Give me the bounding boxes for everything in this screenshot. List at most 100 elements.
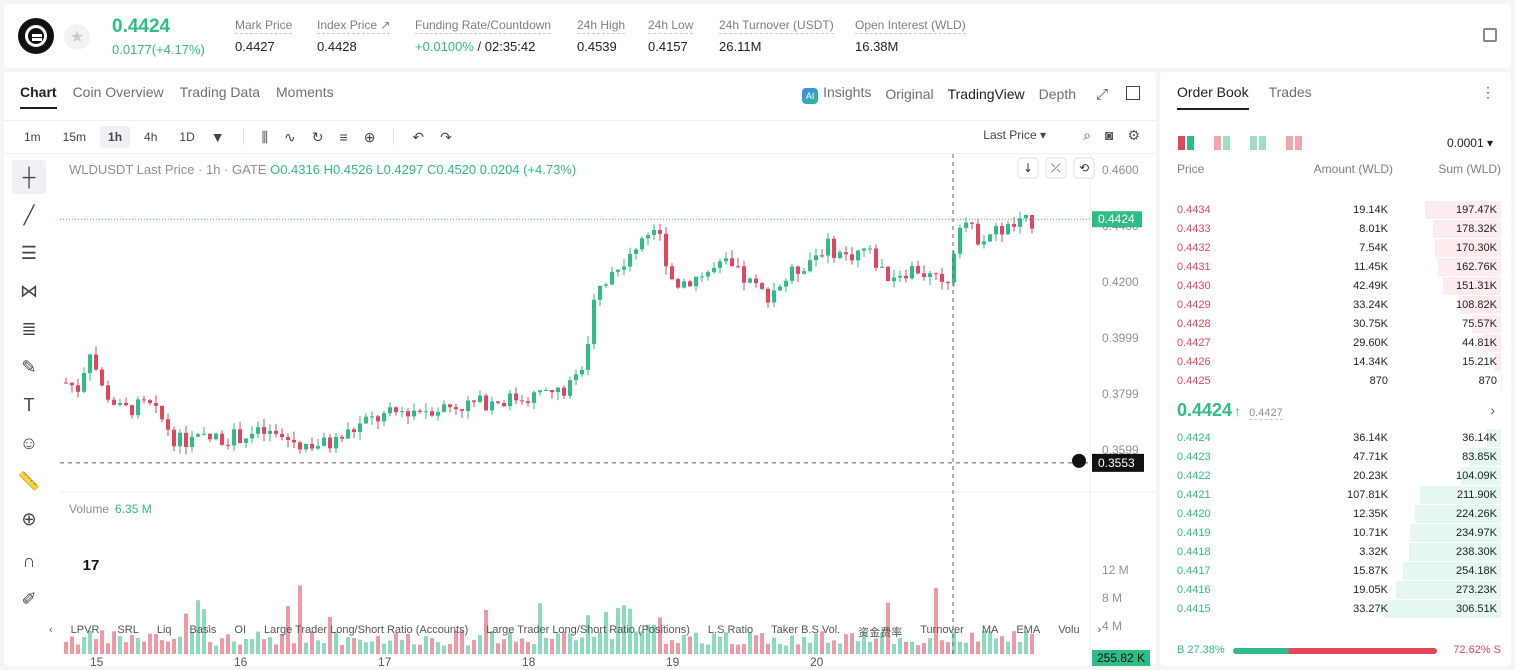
redo-icon[interactable]: ↷	[440, 128, 452, 145]
indicator-item[interactable]: SRL	[117, 624, 139, 636]
camera-icon[interactable]: ◙	[1104, 127, 1114, 143]
chevron-right-icon[interactable]: ›	[1490, 402, 1495, 418]
row-amount: 14.34K	[1353, 356, 1388, 368]
candle-type-icon[interactable]: ⫼	[261, 128, 269, 145]
ask-row[interactable]: 0.4434 19.14K 197.47K	[1160, 201, 1511, 220]
tab-moments[interactable]: Moments	[276, 84, 334, 100]
indicator-item[interactable]: LPVR	[70, 624, 100, 636]
indicator-item[interactable]: Turnover	[920, 624, 964, 636]
interval-4h[interactable]: 4h	[144, 130, 158, 144]
indicator-item[interactable]: OI	[234, 624, 247, 636]
chart-control-button[interactable]	[1045, 157, 1067, 179]
bid-row[interactable]: 0.4415 33.27K 306.51K	[1160, 600, 1511, 619]
bid-row[interactable]: 0.4421 107.81K 211.90K	[1160, 486, 1511, 505]
indicator-item[interactable]: Volu	[1058, 624, 1080, 636]
interval-dropdown-icon[interactable]: ▼	[210, 129, 225, 145]
indicator-item[interactable]: L.S Ratio	[707, 624, 754, 636]
indicator-item[interactable]: EMA	[1016, 624, 1041, 636]
notes-icon[interactable]	[1483, 28, 1497, 42]
ruler-icon[interactable]: 📏	[17, 470, 41, 491]
ask-row[interactable]: 0.4428 30.75K 75.57K	[1160, 315, 1511, 334]
bid-row[interactable]: 0.4419 10.71K 234.97K	[1160, 524, 1511, 543]
layout-both-icon[interactable]	[1178, 136, 1194, 150]
candle-body	[754, 278, 758, 284]
ask-row[interactable]: 0.4431 11.45K 162.76K	[1160, 258, 1511, 277]
interval-1h[interactable]: 1h	[100, 126, 131, 148]
interval-15m[interactable]: 15m	[62, 130, 87, 144]
row-amount: 3.32K	[1359, 546, 1388, 558]
bid-row[interactable]: 0.4416 19.05K 273.23K	[1160, 581, 1511, 600]
tab-chart[interactable]: Chart	[20, 84, 57, 109]
depth-bar	[1438, 258, 1501, 276]
add-indicator-icon[interactable]: ⊕	[363, 128, 376, 145]
magnet-icon[interactable]: ∩	[22, 550, 36, 571]
pattern-icon[interactable]: ⋈	[20, 280, 38, 301]
bid-row[interactable]: 0.4418 3.32K 238.30K	[1160, 543, 1511, 562]
indicator-item[interactable]: Basis	[189, 624, 217, 636]
layout-split-icon[interactable]	[1214, 136, 1230, 150]
chart-control-button[interactable]	[1017, 157, 1039, 179]
layout-bids-icon[interactable]	[1250, 136, 1266, 150]
ask-row[interactable]: 0.4430 42.49K 151.31K	[1160, 277, 1511, 296]
indicator-item[interactable]: Taker B.S Vol.	[771, 624, 841, 636]
price-source-select[interactable]: Last Price ▾	[983, 128, 1046, 142]
ask-row[interactable]: 0.4425 870 870	[1160, 372, 1511, 391]
candle-body	[196, 434, 200, 437]
ask-row[interactable]: 0.4429 33.24K 108.82K	[1160, 296, 1511, 315]
bid-row[interactable]: 0.4424 36.14K 36.14K	[1160, 429, 1511, 448]
bid-row[interactable]: 0.4422 20.23K 104.09K	[1160, 467, 1511, 486]
ask-row[interactable]: 0.4427 29.60K 44.81K	[1160, 334, 1511, 353]
add-alert-icon[interactable]	[1072, 453, 1086, 468]
collapse-icon[interactable]: ‹	[49, 624, 53, 636]
bid-row[interactable]: 0.4420 12.35K 224.26K	[1160, 505, 1511, 524]
scroll-right-icon[interactable]: ›	[1097, 624, 1102, 636]
brush-icon[interactable]: ✎	[21, 356, 37, 377]
precision-select[interactable]: 0.0001 ▾	[1446, 136, 1493, 150]
tab-order-book[interactable]: Order Book	[1177, 84, 1249, 110]
zoom-icon[interactable]: ⊕	[21, 508, 37, 529]
tab-original[interactable]: Original	[885, 86, 934, 102]
fib-icon[interactable]: ≣	[21, 318, 37, 339]
favorite-star-icon[interactable]: ★	[64, 24, 90, 50]
chart-control-button[interactable]	[1073, 157, 1095, 179]
emoji-icon[interactable]: ☺	[19, 432, 39, 453]
depth-bar	[1425, 201, 1501, 219]
ask-row[interactable]: 0.4432 7.54K 170.30K	[1160, 239, 1511, 258]
indicators-icon[interactable]: ∿	[284, 128, 296, 145]
ask-row[interactable]: 0.4433 8.01K 178.32K	[1160, 220, 1511, 239]
expand-icon[interactable]: ⤢	[1095, 86, 1108, 103]
crosshair-icon[interactable]: ┼	[12, 160, 46, 194]
search-icon[interactable]: ⌕	[1083, 127, 1091, 143]
window-icon[interactable]	[1126, 86, 1140, 100]
interval-1m[interactable]: 1m	[24, 130, 41, 144]
pencil-icon[interactable]: ✐	[21, 588, 37, 609]
indicator-item[interactable]: 资金费率	[858, 627, 903, 639]
ask-row[interactable]: 0.4426 14.34K 15.21K	[1160, 353, 1511, 372]
templates-icon[interactable]: ≡	[339, 129, 348, 145]
indicator-item[interactable]: Large Trader Long/Short Ratio (Accounts)	[264, 624, 469, 636]
compare-icon[interactable]: ↻	[311, 128, 324, 145]
settings-gear-icon[interactable]: ⚙	[1127, 127, 1140, 143]
text-tool-icon[interactable]: T	[23, 394, 35, 415]
interval-1D[interactable]: 1D	[179, 130, 195, 144]
horizontal-lines-icon[interactable]: ☰	[20, 242, 38, 263]
tab-trading-data[interactable]: Trading Data	[179, 84, 261, 100]
tab-coin-overview[interactable]: Coin Overview	[72, 84, 164, 100]
tab-depth[interactable]: Depth	[1038, 86, 1076, 102]
indicator-item[interactable]: Large Trader Long/Short Ratio (Positions…	[486, 624, 690, 636]
tab-insights[interactable]: AI Insights	[802, 84, 871, 104]
volume-bar	[292, 643, 296, 654]
trend-line-icon[interactable]: ╱	[23, 204, 35, 225]
undo-icon[interactable]: ↶	[412, 128, 425, 145]
volume-bar	[160, 640, 164, 654]
row-sum: 75.57K	[1462, 318, 1497, 330]
more-icon[interactable]: ⋮	[1481, 84, 1495, 100]
tab-tradingview[interactable]: TradingView	[947, 86, 1025, 102]
tab-trades[interactable]: Trades	[1268, 84, 1312, 100]
indicator-item[interactable]: Liq	[156, 624, 172, 636]
bid-row[interactable]: 0.4417 15.87K 254.18K	[1160, 562, 1511, 581]
layout-asks-icon[interactable]	[1286, 136, 1302, 150]
indicator-item[interactable]: MA	[981, 624, 999, 636]
bid-row[interactable]: 0.4423 47.71K 83.85K	[1160, 448, 1511, 467]
